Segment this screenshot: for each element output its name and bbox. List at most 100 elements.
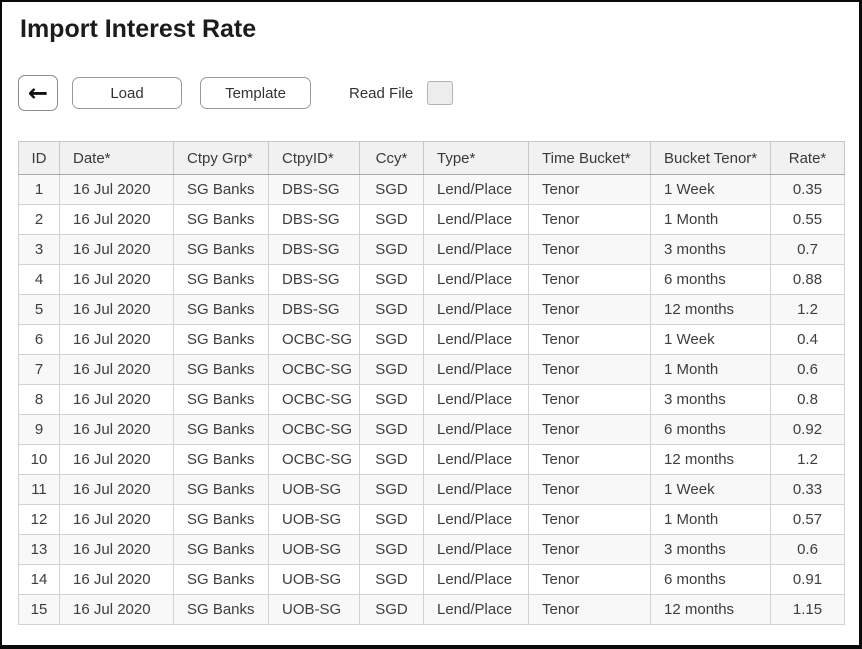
- table-row: 5 16 Jul 2020 SG Banks DBS-SG SGD Lend/Place T…: [18, 294, 845, 325]
- back-button[interactable]: ←: [18, 75, 58, 111]
- table-row: 8 16 Jul 2020 SG Banks OCBC-SG SGD Lend/Place…: [18, 384, 845, 415]
- table-header-row: ID Date* Ctpy Grp* CtpyID* Ccy* Type* Time Buc…: [18, 141, 845, 175]
- column-header-ccy: Ccy*: [359, 141, 424, 175]
- read-file-label: Read File: [349, 84, 414, 102]
- table-row: 7 16 Jul 2020 SG Banks OCBC-SG SGD Lend/Place…: [18, 354, 845, 385]
- cell-time_bucket: Tenor: [528, 354, 651, 385]
- cell-type: Lend/Place: [423, 444, 529, 475]
- interest-rate-table: ID Date* Ctpy Grp* CtpyID* Ccy* Type* Time Buc…: [18, 141, 845, 625]
- cell-type: Lend/Place: [423, 174, 529, 205]
- template-button[interactable]: Template: [200, 77, 311, 109]
- cell-ccy: SGD: [359, 294, 424, 325]
- column-header-type: Type*: [423, 141, 529, 175]
- cell-bucket_tenor: 6 months: [650, 414, 771, 445]
- read-file-checkbox[interactable]: [427, 81, 454, 105]
- cell-date: 16 Jul 2020: [59, 234, 174, 265]
- cell-date: 16 Jul 2020: [59, 174, 174, 205]
- cell-id: 10: [18, 444, 60, 475]
- cell-rate: 0.33: [770, 474, 845, 505]
- cell-bucket_tenor: 12 months: [650, 294, 771, 325]
- cell-id: 9: [18, 414, 60, 445]
- cell-id: 14: [18, 564, 60, 595]
- cell-bucket_tenor: 12 months: [650, 594, 771, 625]
- cell-date: 16 Jul 2020: [59, 444, 174, 475]
- cell-ctpy_grp: SG Banks: [173, 474, 269, 505]
- cell-type: Lend/Place: [423, 474, 529, 505]
- cell-ccy: SGD: [359, 504, 424, 535]
- column-header-time_bucket: Time Bucket*: [528, 141, 651, 175]
- cell-ccy: SGD: [359, 594, 424, 625]
- cell-ccy: SGD: [359, 204, 424, 235]
- cell-date: 16 Jul 2020: [59, 504, 174, 535]
- column-header-date: Date*: [59, 141, 174, 175]
- cell-bucket_tenor: 1 Month: [650, 504, 771, 535]
- cell-bucket_tenor: 1 Month: [650, 354, 771, 385]
- cell-rate: 0.92: [770, 414, 845, 445]
- cell-date: 16 Jul 2020: [59, 354, 174, 385]
- cell-ctpy_id: OCBC-SG: [268, 354, 360, 385]
- cell-date: 16 Jul 2020: [59, 594, 174, 625]
- cell-time_bucket: Tenor: [528, 204, 651, 235]
- cell-time_bucket: Tenor: [528, 174, 651, 205]
- cell-bucket_tenor: 6 months: [650, 264, 771, 295]
- cell-bucket_tenor: 6 months: [650, 564, 771, 595]
- cell-date: 16 Jul 2020: [59, 564, 174, 595]
- cell-ctpy_grp: SG Banks: [173, 384, 269, 415]
- cell-ctpy_grp: SG Banks: [173, 594, 269, 625]
- cell-type: Lend/Place: [423, 294, 529, 325]
- cell-rate: 0.4: [770, 324, 845, 355]
- cell-type: Lend/Place: [423, 414, 529, 445]
- cell-time_bucket: Tenor: [528, 444, 651, 475]
- cell-rate: 0.6: [770, 354, 845, 385]
- cell-date: 16 Jul 2020: [59, 384, 174, 415]
- cell-rate: 1.2: [770, 444, 845, 475]
- cell-rate: 0.91: [770, 564, 845, 595]
- cell-id: 4: [18, 264, 60, 295]
- cell-ccy: SGD: [359, 324, 424, 355]
- cell-ctpy_grp: SG Banks: [173, 324, 269, 355]
- back-arrow-icon: ←: [27, 79, 49, 107]
- cell-ctpy_id: OCBC-SG: [268, 324, 360, 355]
- cell-ccy: SGD: [359, 264, 424, 295]
- load-button[interactable]: Load: [72, 77, 182, 109]
- cell-type: Lend/Place: [423, 564, 529, 595]
- cell-type: Lend/Place: [423, 234, 529, 265]
- cell-date: 16 Jul 2020: [59, 324, 174, 355]
- toolbar: ← Load Template Read File: [18, 75, 859, 111]
- cell-ccy: SGD: [359, 234, 424, 265]
- cell-ctpy_id: OCBC-SG: [268, 444, 360, 475]
- table-row: 1 16 Jul 2020 SG Banks DBS-SG SGD Lend/Place T…: [18, 174, 845, 205]
- cell-ccy: SGD: [359, 444, 424, 475]
- cell-type: Lend/Place: [423, 354, 529, 385]
- cell-date: 16 Jul 2020: [59, 474, 174, 505]
- cell-bucket_tenor: 12 months: [650, 444, 771, 475]
- cell-bucket_tenor: 1 Week: [650, 324, 771, 355]
- cell-ctpy_grp: SG Banks: [173, 354, 269, 385]
- table-row: 9 16 Jul 2020 SG Banks OCBC-SG SGD Lend/Place…: [18, 414, 845, 445]
- cell-date: 16 Jul 2020: [59, 294, 174, 325]
- cell-ccy: SGD: [359, 174, 424, 205]
- cell-rate: 0.88: [770, 264, 845, 295]
- cell-date: 16 Jul 2020: [59, 414, 174, 445]
- cell-bucket_tenor: 3 months: [650, 234, 771, 265]
- cell-type: Lend/Place: [423, 384, 529, 415]
- page-title: Import Interest Rate: [20, 15, 257, 43]
- column-header-bucket_tenor: Bucket Tenor*: [650, 141, 771, 175]
- cell-id: 15: [18, 594, 60, 625]
- table-body: 1 16 Jul 2020 SG Banks DBS-SG SGD Lend/Place T…: [18, 174, 845, 625]
- cell-ccy: SGD: [359, 414, 424, 445]
- cell-time_bucket: Tenor: [528, 384, 651, 415]
- cell-type: Lend/Place: [423, 534, 529, 565]
- cell-ccy: SGD: [359, 474, 424, 505]
- cell-bucket_tenor: 1 Week: [650, 174, 771, 205]
- cell-type: Lend/Place: [423, 324, 529, 355]
- cell-id: 1: [18, 174, 60, 205]
- cell-id: 7: [18, 354, 60, 385]
- cell-rate: 1.15: [770, 594, 845, 625]
- cell-bucket_tenor: 3 months: [650, 534, 771, 565]
- cell-bucket_tenor: 1 Week: [650, 474, 771, 505]
- table-row: 2 16 Jul 2020 SG Banks DBS-SG SGD Lend/Place T…: [18, 204, 845, 235]
- cell-time_bucket: Tenor: [528, 414, 651, 445]
- cell-time_bucket: Tenor: [528, 564, 651, 595]
